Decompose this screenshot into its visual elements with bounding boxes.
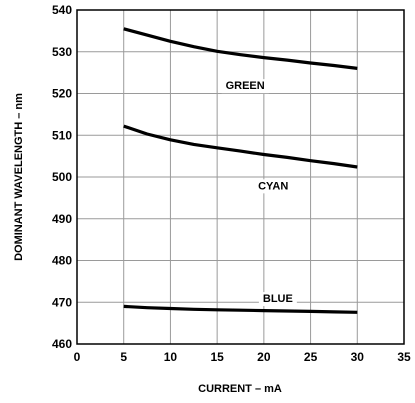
- series-line-green: [123, 27, 358, 70]
- y-tick-label: 500: [52, 170, 72, 184]
- series-label-background: [221, 79, 269, 94]
- series-labels: GREEN CYAN BLUE: [221, 79, 297, 307]
- x-tick-labels: 0 5 10 15 20 25 30 35: [74, 350, 411, 364]
- series-line-blue: [123, 304, 358, 314]
- series-label-cyan: CYAN: [258, 180, 288, 192]
- series-label-background: [258, 292, 297, 307]
- x-tick-label: 5: [120, 350, 127, 364]
- series-layer: [123, 27, 358, 314]
- x-tick-label: 25: [304, 350, 318, 364]
- y-tick-label: 510: [52, 128, 72, 142]
- x-tick-label: 20: [257, 350, 271, 364]
- x-axis-title: CURRENT – mA: [198, 383, 282, 395]
- y-tick-labels: 460 470 480 490 500 510 520 530 540: [52, 3, 72, 351]
- x-tick-label: 35: [397, 350, 411, 364]
- y-tick-label: 530: [52, 45, 72, 59]
- series-label-green: GREEN: [226, 80, 265, 92]
- series-label-background: [254, 179, 293, 194]
- x-tick-label: 15: [210, 350, 224, 364]
- y-axis-title: DOMINANT WAVELENGTH – nm: [13, 93, 25, 261]
- y-tick-label: 460: [52, 337, 72, 351]
- series-label-blue: BLUE: [263, 293, 293, 305]
- series-line-cyan: [123, 124, 358, 169]
- y-tick-label: 490: [52, 212, 72, 226]
- x-tick-label: 30: [351, 350, 365, 364]
- x-tick-label: 0: [74, 350, 81, 364]
- y-tick-label: 540: [52, 3, 72, 17]
- y-tick-label: 470: [52, 295, 72, 309]
- x-tick-label: 10: [164, 350, 178, 364]
- plot-frame: [76, 9, 405, 345]
- y-tick-label: 520: [52, 87, 72, 101]
- y-tick-label: 480: [52, 254, 72, 268]
- grid: [77, 10, 404, 344]
